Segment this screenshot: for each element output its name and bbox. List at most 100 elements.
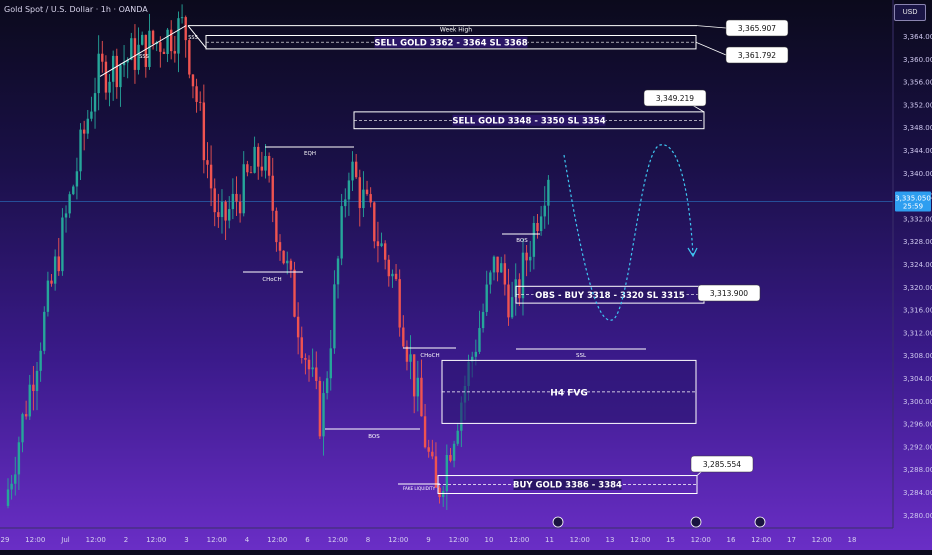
candle-body xyxy=(39,350,42,371)
candle-body xyxy=(275,210,278,243)
candle-body xyxy=(267,156,271,176)
candle-body xyxy=(336,258,340,285)
obs-zone-label-bg xyxy=(533,289,687,301)
candle-body xyxy=(97,53,100,94)
price-tick-label: 3,332.000 xyxy=(903,215,932,223)
choch-1-label: CHoCH xyxy=(262,277,281,283)
countdown-label: 25:59 xyxy=(903,203,923,211)
eqh-label: EQH xyxy=(304,151,316,157)
candle-body xyxy=(140,34,144,45)
candle-body xyxy=(122,62,126,66)
candle-body xyxy=(405,346,409,362)
sss-label-1: SSS xyxy=(139,54,149,60)
drawings-group: Week High 3,365.907 SSS SSS SELL GOLD 3362 -… xyxy=(99,19,789,495)
fake-liquidity-label: FAKE LIQUIDITY xyxy=(403,486,436,491)
candle-body xyxy=(456,430,459,444)
candle-body xyxy=(311,367,314,370)
candle-body xyxy=(24,414,28,417)
candle-body xyxy=(260,166,264,171)
candle-body xyxy=(173,51,177,54)
candle-body xyxy=(93,93,97,112)
week-high-label: Week High xyxy=(440,27,472,34)
candle-body xyxy=(398,279,401,328)
candle-body xyxy=(409,354,412,362)
candle-body xyxy=(195,86,198,102)
time-tick-label: Jul xyxy=(60,536,70,544)
candle-body xyxy=(373,202,376,242)
candle-body xyxy=(539,216,543,232)
candle-body xyxy=(489,272,492,285)
candle-body xyxy=(53,256,57,284)
price-tick-label: 3,324.000 xyxy=(903,261,932,269)
candle-body xyxy=(144,34,148,67)
candle-body xyxy=(238,201,242,214)
candle-body xyxy=(137,44,140,70)
time-tick-label: 18 xyxy=(848,536,857,544)
candle-body xyxy=(43,311,46,351)
candle-body xyxy=(362,189,365,209)
candle-body xyxy=(282,250,285,264)
bos-1-label: BOS xyxy=(368,434,380,440)
candle-body xyxy=(191,74,195,87)
candle-body xyxy=(521,252,525,299)
symbol-title: Gold Spot / U.S. Dollar · 1h · OANDA xyxy=(4,5,148,14)
obs-price: 3,313.900 xyxy=(710,289,748,298)
price-tick-label: 3,340.000 xyxy=(903,170,932,178)
candle-body xyxy=(507,284,510,318)
candle-body xyxy=(253,146,256,173)
candle-body xyxy=(170,29,173,52)
time-tick-label: 2 xyxy=(124,536,128,544)
price-tick-label: 3,288.000 xyxy=(903,466,932,474)
candle-body xyxy=(412,354,416,397)
time-tick-label: 12:00 xyxy=(388,536,408,544)
current-price-label: 3,335.050 xyxy=(895,195,931,203)
candle-body xyxy=(318,380,322,437)
time-tick-label: 3 xyxy=(184,536,188,544)
candle-body xyxy=(369,194,372,203)
candle-body xyxy=(445,455,449,492)
candle-body xyxy=(536,222,539,232)
candle-body xyxy=(325,378,329,394)
candle-body xyxy=(420,377,423,417)
candle-body xyxy=(496,256,499,273)
sss-trendline-1 xyxy=(99,25,187,77)
bos-2-label: BOS xyxy=(516,238,528,244)
flag-icon xyxy=(690,516,702,528)
candle-body xyxy=(478,328,481,352)
candle-body xyxy=(148,30,151,67)
time-tick-label: 12:00 xyxy=(691,536,711,544)
price-tick-label: 3,312.000 xyxy=(903,329,932,337)
price-axis[interactable]: 3,364.000 3,360.000 3,356.000 3,352.000 3,34… xyxy=(892,0,932,528)
sell-zone-1-label: SELL GOLD 3362 - 3364 SL 3368 xyxy=(374,38,527,48)
candle-body xyxy=(547,179,550,206)
candle-body xyxy=(380,243,383,247)
candle-body xyxy=(471,356,474,362)
candle-body xyxy=(228,209,231,221)
time-tick-label: 12:00 xyxy=(207,536,227,544)
candle-body xyxy=(492,256,496,273)
sell-zone-2-price: 3,349.219 xyxy=(656,94,694,103)
sell-zone-1-price-box xyxy=(725,46,789,64)
price-tick-label: 3,300.000 xyxy=(903,398,932,406)
time-tick-label: 12:00 xyxy=(449,536,469,544)
candle-body xyxy=(90,111,93,119)
candle-body xyxy=(6,489,10,506)
time-tick-label: 12:00 xyxy=(509,536,529,544)
candle-body xyxy=(28,384,31,417)
time-axis[interactable]: 29 12:00 Jul 12:00 2 12:00 3 12:00 4 12:00 6 12:00 8… xyxy=(0,516,893,544)
currency-button[interactable]: USD xyxy=(894,4,926,21)
candle-body xyxy=(75,171,79,187)
time-tick-label: 6 xyxy=(305,536,310,544)
sss-trendline-2 xyxy=(187,25,207,49)
price-tick-label: 3,316.000 xyxy=(903,307,932,315)
candle-body xyxy=(246,164,249,173)
candle-body xyxy=(387,259,390,277)
candle-body xyxy=(264,156,267,171)
candles-group xyxy=(6,4,550,510)
candle-body xyxy=(119,65,122,88)
sell-zone-1-label-bg xyxy=(374,36,528,48)
candle-body xyxy=(518,279,521,299)
time-tick-label: 13 xyxy=(606,536,615,544)
candle-body xyxy=(217,212,220,218)
